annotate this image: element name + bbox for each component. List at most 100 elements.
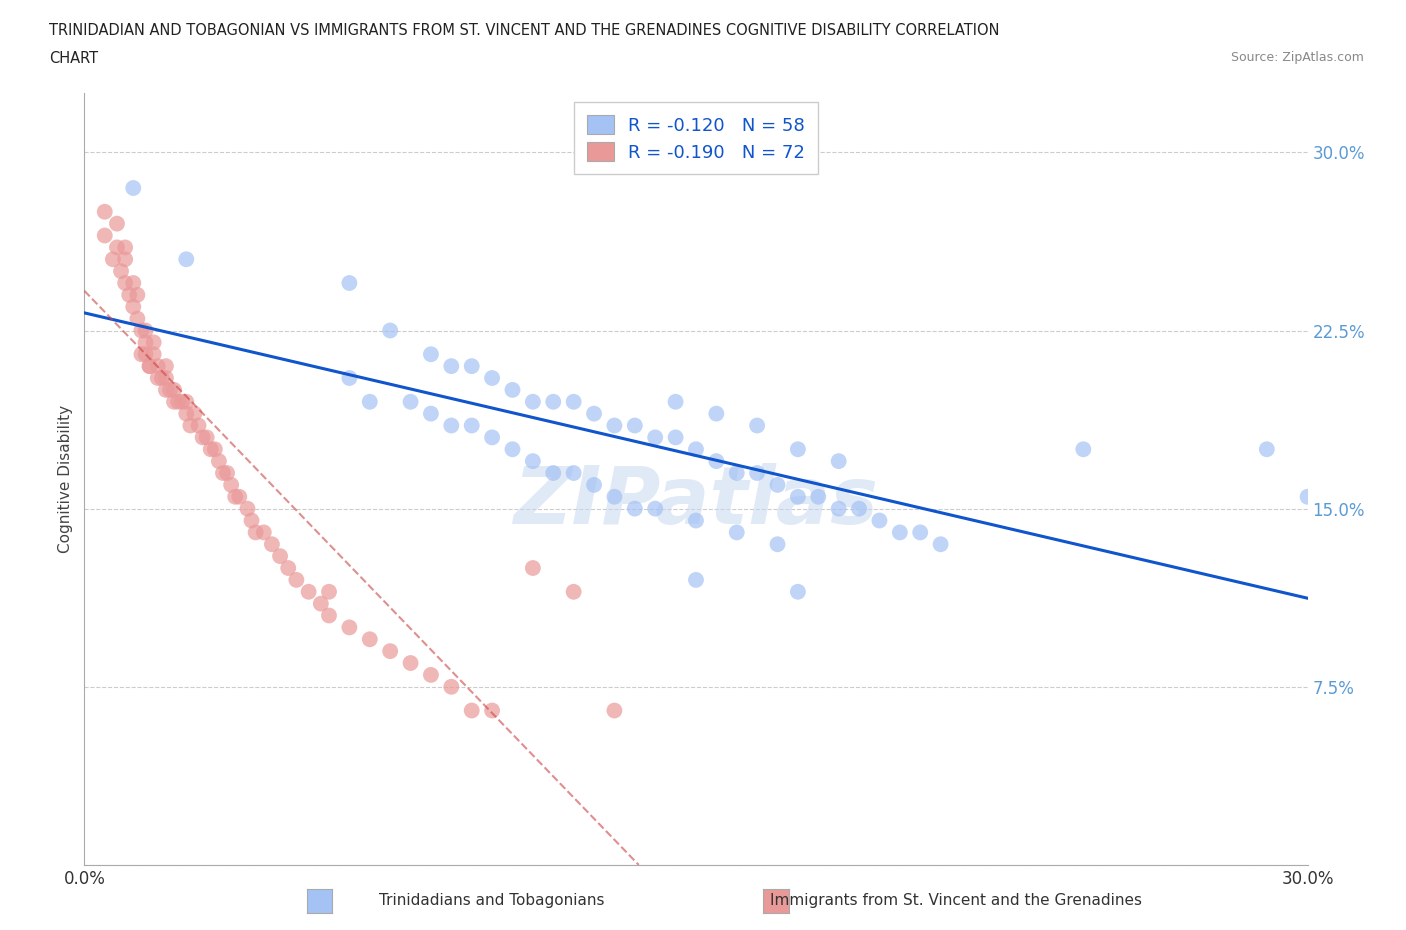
Point (543, 466, 565, 481)
Point (138, 359, 160, 374)
Point (706, 406, 728, 421)
Point (245, 525, 267, 539)
Point (461, 359, 484, 374)
Point (269, 549, 291, 564)
Text: Immigrants from St. Vincent and the Grenadines: Immigrants from St. Vincent and the Gren… (770, 893, 1142, 908)
Point (420, 406, 443, 421)
Point (240, 513, 263, 528)
Point (146, 370, 169, 385)
Point (172, 394, 194, 409)
Point (339, 275, 361, 290)
Point (135, 335, 157, 350)
Point (603, 418, 626, 433)
Point (339, 620, 361, 635)
Point (318, 584, 340, 599)
Point (187, 418, 209, 433)
Point (603, 489, 626, 504)
Point (685, 573, 707, 588)
Text: TRINIDADIAN AND TOBAGONIAN VS IMMIGRANTS FROM ST. VINCENT AND THE GRENADINES COG: TRINIDADIAN AND TOBAGONIAN VS IMMIGRANTS… (49, 23, 1000, 38)
Point (359, 631, 381, 646)
Point (583, 477, 606, 492)
Point (359, 394, 381, 409)
Point (219, 477, 242, 492)
Point (174, 394, 197, 409)
Point (200, 442, 222, 457)
Point (399, 656, 422, 671)
Point (787, 584, 810, 599)
Point (114, 275, 136, 290)
Point (142, 347, 165, 362)
Point (135, 347, 157, 362)
Point (93, 205, 115, 219)
Point (131, 323, 153, 338)
Point (543, 394, 565, 409)
Point (889, 525, 911, 539)
Point (204, 442, 226, 457)
Point (309, 596, 332, 611)
Point (481, 430, 503, 445)
Point (298, 584, 321, 599)
Point (93, 228, 115, 243)
Point (105, 240, 128, 255)
Point (481, 370, 503, 385)
Point (502, 442, 524, 457)
Point (174, 252, 197, 267)
Point (195, 430, 218, 445)
Point (131, 347, 153, 362)
Legend: R = -0.120   N = 58, R = -0.190   N = 72: R = -0.120 N = 58, R = -0.190 N = 72 (574, 102, 818, 174)
Point (122, 299, 145, 314)
Point (725, 525, 748, 539)
Point (522, 394, 544, 409)
Point (706, 454, 728, 469)
Point (191, 430, 214, 445)
Point (399, 394, 422, 409)
Point (665, 394, 688, 409)
Point (766, 477, 789, 492)
Point (217, 466, 239, 481)
Point (644, 430, 666, 445)
Point (174, 406, 197, 421)
Point (420, 347, 443, 362)
Point (583, 406, 606, 421)
Point (260, 537, 283, 551)
Point (461, 703, 484, 718)
Point (910, 525, 932, 539)
Point (146, 359, 169, 374)
Point (562, 394, 585, 409)
Point (828, 501, 851, 516)
Point (787, 442, 810, 457)
Point (380, 323, 402, 338)
Point (155, 370, 177, 385)
Point (461, 418, 484, 433)
Point (135, 323, 157, 338)
Point (127, 287, 149, 302)
Point (929, 537, 952, 551)
Point (277, 561, 299, 576)
Point (665, 430, 688, 445)
Point (1073, 442, 1095, 457)
Point (440, 359, 463, 374)
Point (183, 406, 205, 421)
Point (644, 501, 666, 516)
Point (285, 573, 308, 588)
Point (179, 418, 201, 433)
Point (562, 466, 585, 481)
Text: CHART: CHART (49, 51, 98, 66)
Point (110, 264, 132, 279)
Point (253, 525, 276, 539)
Point (155, 382, 177, 397)
Point (747, 418, 769, 433)
Point (522, 454, 544, 469)
Point (725, 466, 748, 481)
Point (118, 287, 141, 302)
Point (105, 216, 128, 231)
Point (236, 501, 259, 516)
Point (155, 359, 177, 374)
Point (685, 442, 707, 457)
Point (228, 489, 250, 504)
Point (440, 679, 463, 694)
Text: Trinidadians and Tobagonians: Trinidadians and Tobagonians (380, 893, 605, 908)
Point (807, 489, 830, 504)
Point (522, 561, 544, 576)
Point (747, 466, 769, 481)
